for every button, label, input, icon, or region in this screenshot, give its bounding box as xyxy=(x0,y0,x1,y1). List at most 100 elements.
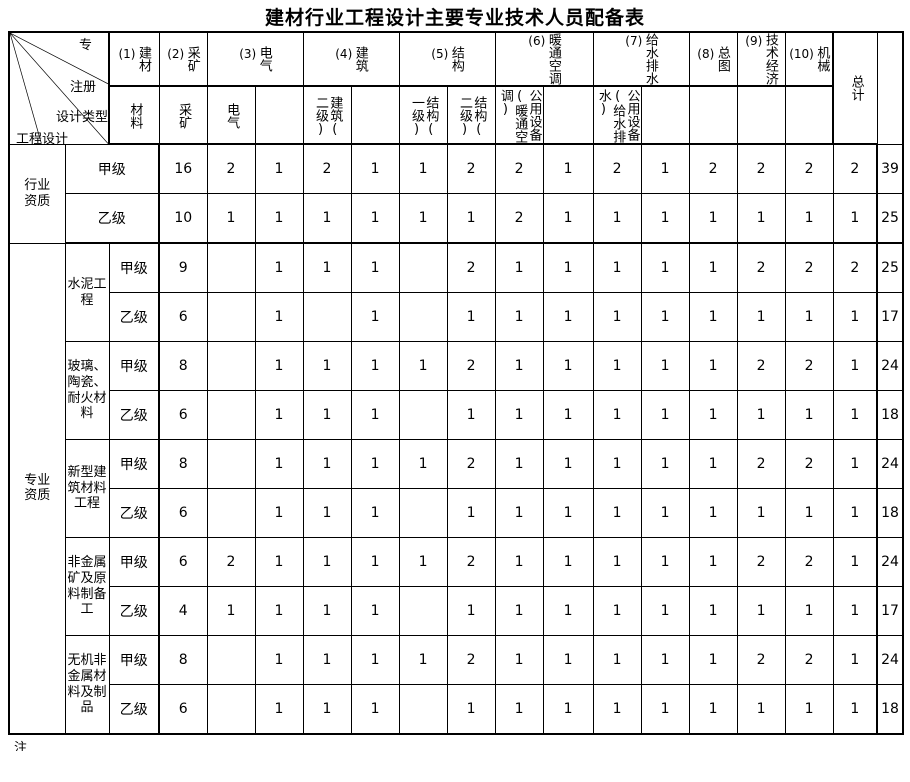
value-cell: 1 xyxy=(832,488,878,538)
value-cell: 1 xyxy=(688,488,738,538)
value-cell: 2 xyxy=(446,439,496,489)
table-note: 注 xyxy=(14,741,28,751)
value-cell: 1 xyxy=(494,439,544,489)
value-cell: 1 xyxy=(302,242,352,293)
value-cell: 1 xyxy=(494,292,544,342)
value-cell: 1 xyxy=(592,586,642,636)
value-cell: 2 xyxy=(784,635,834,685)
value-cell: 1 xyxy=(640,242,690,293)
value-cell: 1 xyxy=(350,439,400,489)
value-cell: 1 xyxy=(736,586,786,636)
table-row: 乙级 6 1 1 1 1 1 1 1 1 1 1 1 1 18 xyxy=(9,684,904,735)
value-cell: 1 xyxy=(640,537,690,587)
column-group-header-1: 建材 (1) xyxy=(108,31,160,87)
value-cell: 1 xyxy=(350,488,400,538)
value-cell: 2 xyxy=(784,439,834,489)
value-cell xyxy=(398,242,448,293)
corner-label-register: 注册 xyxy=(69,80,96,95)
table-row: 行业资质 甲级 16 2 1 2 1 1 2 2 1 2 1 2 2 2 2 39 xyxy=(8,143,904,244)
value-cell: 1 xyxy=(592,193,642,244)
value-cell: 1 xyxy=(832,586,878,636)
value-cell: 2 xyxy=(736,242,786,293)
value-cell: 1 xyxy=(784,586,834,636)
column-sub-header-10 xyxy=(542,85,594,145)
value-cell: 1 xyxy=(832,537,878,587)
column-sub-header-3: 电气 xyxy=(206,85,256,145)
value-cell: 1 xyxy=(302,537,352,587)
group-number: (1) xyxy=(118,47,136,61)
table-row: 乙级 6 1 1 1 1 1 1 1 1 1 1 1 17 xyxy=(9,292,904,342)
column-sub-header-8: 结构(二级) xyxy=(446,85,496,145)
personnel-allocation-table: 专注册 设计类型 工程设计 建材 (1) 采矿 (2) 电气 (3) 建筑 (4) 结构 (5) 暖通空调… xyxy=(8,31,904,735)
value-cell: 1 xyxy=(688,193,738,244)
value-cell: 1 xyxy=(206,586,256,636)
row-total-cell: 25 xyxy=(876,193,904,244)
value-cell: 1 xyxy=(254,292,304,342)
value-cell: 1 xyxy=(350,635,400,685)
column-group-header-8: 总图 (8) xyxy=(688,31,738,87)
group-name: 给水排水 xyxy=(642,33,658,85)
value-cell: 1 xyxy=(592,635,642,685)
value-cell: 2 xyxy=(784,143,834,194)
value-cell: 6 xyxy=(158,292,208,342)
value-cell: 1 xyxy=(350,341,400,391)
value-cell: 1 xyxy=(542,292,594,342)
value-cell: 1 xyxy=(640,439,690,489)
group-name: 采矿 xyxy=(184,46,200,72)
value-cell: 1 xyxy=(446,292,496,342)
value-cell: 1 xyxy=(350,537,400,587)
sub-header-text: 材料 xyxy=(127,103,143,129)
value-cell xyxy=(206,488,256,538)
value-cell: 1 xyxy=(446,390,496,440)
header-group-row: 专注册 设计类型 工程设计 建材 (1) 采矿 (2) 电气 (3) 建筑 (4) 结构 (5) 暖通空调… xyxy=(8,31,903,147)
value-cell: 2 xyxy=(494,143,544,194)
value-cell: 1 xyxy=(494,341,544,391)
value-cell: 1 xyxy=(542,488,594,538)
column-sub-header-5: 建筑(二级) xyxy=(302,85,352,145)
table-row: 专业资质 水泥工程 甲级 9 1 1 1 2 1 1 1 1 1 2 2 2 25 xyxy=(8,242,904,735)
value-cell: 2 xyxy=(736,635,786,685)
column-group-header-3: 电气 (3) xyxy=(206,31,304,87)
value-cell: 2 xyxy=(784,242,834,293)
grade-cell: 甲级 xyxy=(108,537,160,587)
value-cell: 2 xyxy=(832,143,878,194)
value-cell: 1 xyxy=(784,488,834,538)
grade-cell: 乙级 xyxy=(108,586,160,636)
column-group-header-7: 给水排水 (7) xyxy=(592,31,690,87)
value-cell: 1 xyxy=(688,635,738,685)
value-cell: 10 xyxy=(158,193,208,244)
value-cell: 1 xyxy=(592,341,642,391)
value-cell: 1 xyxy=(398,635,448,685)
value-cell: 1 xyxy=(446,586,496,636)
row-total-cell: 39 xyxy=(876,143,904,194)
total-label: 总计 xyxy=(848,75,864,101)
value-cell xyxy=(206,390,256,440)
row-total-cell: 18 xyxy=(876,390,904,440)
value-cell: 1 xyxy=(688,586,738,636)
value-cell: 2 xyxy=(832,242,878,293)
group-name: 电气 xyxy=(256,46,272,72)
value-cell: 1 xyxy=(640,292,690,342)
grade-cell: 甲级 xyxy=(108,242,160,293)
column-sub-header-9: 公用设备 (暖通空 调) xyxy=(494,85,544,145)
value-cell: 1 xyxy=(542,439,594,489)
value-cell: 1 xyxy=(640,684,690,735)
value-cell xyxy=(398,586,448,636)
value-cell: 2 xyxy=(446,537,496,587)
grade-cell: 甲级 xyxy=(108,635,160,685)
table-row: 乙级 10 1 1 1 1 1 1 2 1 1 1 1 1 1 1 25 xyxy=(9,193,904,244)
table-row: 乙级 6 1 1 1 1 1 1 1 1 1 1 1 1 18 xyxy=(9,390,904,440)
value-cell: 8 xyxy=(158,635,208,685)
sub-header-text: 电气 xyxy=(224,103,240,129)
value-cell: 1 xyxy=(254,586,304,636)
value-cell: 1 xyxy=(398,193,448,244)
group-name: 总图 xyxy=(714,46,730,72)
value-cell: 1 xyxy=(640,390,690,440)
column-sub-header-13 xyxy=(688,85,738,145)
subcategory-label: 玻璃、陶瓷、耐火材料 xyxy=(64,341,110,440)
value-cell: 1 xyxy=(640,586,690,636)
value-cell: 1 xyxy=(688,439,738,489)
value-cell: 2 xyxy=(784,341,834,391)
column-group-header-10: 机械 (10) xyxy=(784,31,834,87)
value-cell: 1 xyxy=(494,390,544,440)
